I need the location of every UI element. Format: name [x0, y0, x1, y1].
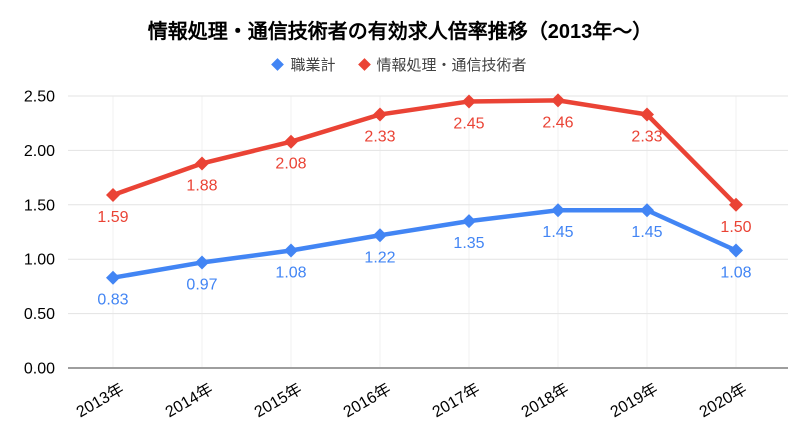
x-axis-tick-label: 2014年 — [162, 380, 216, 421]
data-label: 0.83 — [97, 292, 128, 309]
chart-title: 情報処理・通信技術者の有効求人倍率推移（2013年〜） — [147, 21, 653, 43]
data-label: 2.33 — [364, 128, 395, 145]
x-axis-tick-label: 2020年 — [696, 380, 750, 421]
data-label: 2.46 — [542, 114, 573, 131]
data-point[interactable] — [195, 156, 209, 171]
data-point[interactable] — [551, 203, 565, 218]
data-point[interactable] — [284, 243, 298, 258]
data-label: 1.35 — [453, 235, 484, 252]
x-axis-tick-label: 2013年 — [73, 380, 127, 421]
x-axis-tick-label: 2016年 — [340, 380, 394, 421]
x-axis-tick-label: 2018年 — [518, 380, 572, 421]
data-label: 2.33 — [631, 128, 662, 145]
data-label: 1.45 — [631, 224, 662, 241]
legend-item-johoshori[interactable]: 情報処理・通信技術者 — [357, 54, 527, 75]
chart-legend: 職業計 情報処理・通信技術者 — [0, 54, 800, 74]
data-point[interactable] — [195, 255, 209, 270]
legend-label: 職業計 — [290, 56, 336, 74]
y-axis-tick-label: 0.00 — [24, 361, 55, 378]
data-label: 1.59 — [97, 209, 128, 226]
data-point[interactable] — [729, 197, 743, 212]
data-label: 1.08 — [720, 264, 751, 281]
data-point[interactable] — [373, 107, 387, 122]
y-axis-tick-label: 1.00 — [24, 252, 55, 269]
data-point[interactable] — [640, 107, 654, 122]
data-label: 1.45 — [542, 224, 573, 241]
data-point[interactable] — [284, 134, 298, 149]
data-point[interactable] — [462, 214, 476, 229]
data-point[interactable] — [106, 270, 120, 285]
y-axis-tick-label: 1.50 — [24, 197, 55, 214]
data-label: 1.50 — [720, 219, 751, 236]
x-axis-tick-label: 2019年 — [607, 380, 661, 421]
data-point[interactable] — [106, 188, 120, 203]
y-axis-tick-label: 0.50 — [24, 306, 55, 323]
series-line — [110, 98, 739, 208]
data-label: 0.97 — [186, 276, 217, 293]
data-point[interactable] — [551, 93, 565, 108]
data-label: 2.08 — [275, 156, 306, 173]
data-label: 1.88 — [186, 177, 217, 194]
y-axis-tick-label: 2.00 — [24, 143, 55, 160]
data-point[interactable] — [729, 243, 743, 258]
data-label: 2.45 — [453, 115, 484, 132]
data-point[interactable] — [373, 228, 387, 243]
data-label: 1.22 — [364, 249, 395, 266]
y-axis-tick-label: 2.50 — [24, 89, 55, 106]
data-point[interactable] — [462, 94, 476, 109]
x-axis-tick-label: 2015年 — [251, 380, 305, 421]
data-point[interactable] — [640, 203, 654, 218]
x-axis-tick-label: 2017年 — [429, 380, 483, 421]
data-label: 1.08 — [275, 264, 306, 281]
legend-item-shokugyokei[interactable]: 職業計 — [271, 54, 336, 75]
legend-label: 情報処理・通信技術者 — [376, 56, 527, 74]
series-line — [110, 207, 739, 280]
